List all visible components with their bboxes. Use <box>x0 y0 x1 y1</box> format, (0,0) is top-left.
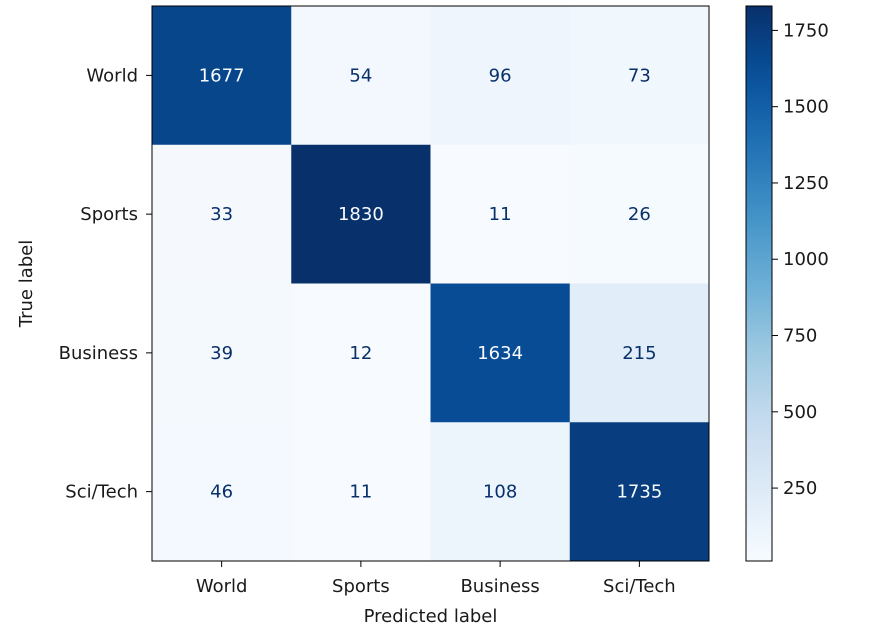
cell-value-label: 11 <box>489 204 512 225</box>
cell-value-label: 12 <box>349 343 372 364</box>
cell-value-label: 54 <box>349 65 372 86</box>
x-tick-label: Sports <box>332 576 390 597</box>
colorbar-tick-label: 1250 <box>783 173 829 194</box>
matrix-cell <box>430 422 571 562</box>
cell-value-label: 39 <box>210 343 233 364</box>
matrix-cell <box>430 283 571 423</box>
cell-value-label: 215 <box>622 343 656 364</box>
cell-value-label: 46 <box>210 482 233 503</box>
matrix-cell <box>291 283 431 423</box>
colorbar <box>745 5 773 562</box>
matrix-cell <box>569 6 710 146</box>
matrix-cell <box>430 6 571 146</box>
colorbar-ticks: 250 500 750 1000 1250 1500 1750 <box>772 20 829 499</box>
matrix-cells: 1677 54 96 73 33 1830 11 26 39 12 1634 215 46 11 108 17… <box>152 6 710 562</box>
cell-value-label: 33 <box>210 204 233 225</box>
matrix-cell <box>152 144 292 284</box>
y-tick-label: Business <box>59 343 138 364</box>
cell-value-label: 1677 <box>199 65 245 86</box>
x-tick-label: World <box>196 576 248 597</box>
colorbar-tick-label: 500 <box>783 402 817 423</box>
cell-value-label: 1735 <box>616 482 662 503</box>
colorbar-tick-label: 1000 <box>783 249 829 270</box>
matrix-cell <box>291 144 431 284</box>
matrix-cell <box>152 283 292 423</box>
cell-value-label: 1830 <box>338 204 384 225</box>
matrix-cell <box>291 422 431 562</box>
matrix-cell <box>569 144 710 284</box>
cell-value-label: 108 <box>483 482 517 503</box>
colorbar-tick-label: 1750 <box>783 20 829 41</box>
x-axis-title: Predicted label <box>364 606 498 627</box>
matrix-cell <box>152 422 292 562</box>
matrix-cell <box>430 144 571 284</box>
x-tick-label: Business <box>460 576 539 597</box>
x-axis-ticks: World Sports Business Sci/Tech <box>196 561 676 597</box>
matrix-cell <box>152 6 292 146</box>
y-axis-ticks: World Sports Business Sci/Tech <box>59 65 152 503</box>
y-axis-title: True label <box>16 240 37 329</box>
plot-frame <box>151 5 710 562</box>
y-tick-label: World <box>86 65 138 86</box>
matrix-cell <box>569 422 710 562</box>
colorbar-tick-label: 1500 <box>783 97 829 118</box>
matrix-cell <box>569 283 710 423</box>
cell-value-label: 1634 <box>477 343 523 364</box>
y-tick-label: Sci/Tech <box>65 482 138 503</box>
cell-value-label: 11 <box>349 482 372 503</box>
x-tick-label: Sci/Tech <box>603 576 676 597</box>
matrix-cell <box>291 6 431 146</box>
cell-value-label: 26 <box>628 204 651 225</box>
colorbar-tick-label: 750 <box>783 326 817 347</box>
cell-value-label: 73 <box>628 65 651 86</box>
cell-value-label: 96 <box>489 65 512 86</box>
y-tick-label: Sports <box>80 204 138 225</box>
colorbar-tick-label: 250 <box>783 478 817 499</box>
